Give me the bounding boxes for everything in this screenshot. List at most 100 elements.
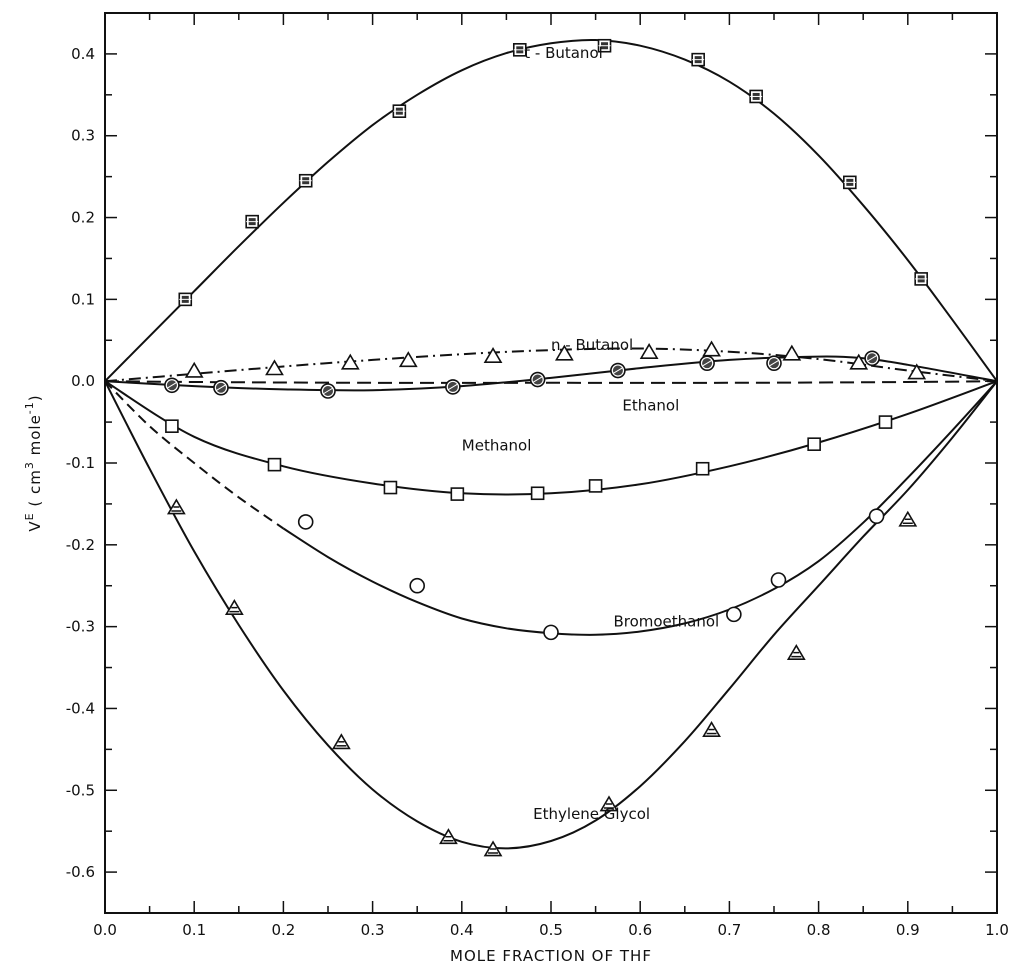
series-label-methanol: Methanol — [462, 437, 532, 455]
point-methanol — [450, 487, 465, 501]
point-ethanol — [864, 350, 880, 367]
point-methanol — [165, 419, 179, 433]
y-tick-label: 0.4 — [71, 45, 95, 63]
plot-frame — [104, 12, 998, 914]
y-tick-label: -0.1 — [66, 454, 95, 472]
point-n-butanol — [554, 344, 574, 361]
series-markers — [164, 38, 928, 857]
curve-ethanol-dashed — [104, 380, 998, 384]
point-ethylene-glycol — [786, 644, 806, 661]
x-tick-labels: 0.0 0.1 0.2 0.3 0.4 0.5 0.6 0.7 0.8 0.9 1.0 — [93, 921, 1009, 939]
x-tick-label: 0.6 — [628, 921, 652, 939]
point-n-butanol — [398, 351, 418, 368]
curve-t-butanol — [104, 38, 998, 382]
point-ethanol — [610, 362, 626, 379]
series-labels: t - Butanol n - Butanol Ethanol Methanol Bro… — [462, 44, 719, 823]
point-t-butanol — [691, 52, 705, 67]
point-t-butanol — [914, 272, 928, 286]
point-ethylene-glycol — [331, 733, 351, 750]
series-label-n-butanol: n - Butanol — [551, 336, 633, 354]
point-t-butanol — [392, 104, 407, 118]
y-tick-label: 0.3 — [71, 127, 95, 145]
point-n-butanol — [483, 347, 503, 364]
point-ethylene-glycol — [224, 599, 244, 616]
curve-methanol — [104, 380, 998, 496]
point-bromoethanol — [770, 572, 787, 588]
point-ethylene-glycol — [898, 510, 918, 527]
point-t-butanol — [597, 38, 612, 53]
point-bromoethanol — [409, 577, 426, 594]
point-t-butanol — [245, 214, 259, 229]
point-ethanol — [164, 377, 180, 394]
point-ethylene-glycol — [483, 840, 503, 857]
point-n-butanol — [184, 361, 204, 378]
point-n-butanol — [849, 353, 869, 370]
x-tick-label: 0.0 — [93, 921, 117, 939]
point-t-butanol — [749, 89, 763, 104]
point-ethanol — [213, 379, 229, 396]
y-tick-label: -0.2 — [66, 536, 95, 554]
point-methanol — [878, 415, 893, 429]
point-ethanol — [529, 371, 546, 388]
point-ethanol — [320, 383, 336, 399]
x-tick-label: 1.0 — [985, 921, 1009, 939]
point-methanol — [267, 457, 282, 472]
x-tick-label: 0.4 — [450, 921, 474, 939]
x-tick-label: 0.8 — [807, 921, 831, 939]
y-tick-label: -0.6 — [66, 863, 95, 881]
x-tick-label: 0.2 — [271, 921, 295, 939]
x-tick-label: 0.3 — [361, 921, 385, 939]
point-n-butanol — [702, 340, 721, 357]
series-curves — [104, 38, 998, 850]
point-ethylene-glycol — [166, 498, 186, 515]
point-methanol — [695, 461, 710, 476]
point-ethanol — [766, 355, 782, 371]
y-tick-label: 0.2 — [71, 209, 95, 227]
point-t-butanol — [178, 292, 193, 307]
y-tick-label: -0.3 — [66, 618, 95, 636]
x-axis-title: MOLE FRACTION OF THF — [450, 947, 652, 965]
y-tick-labels: 0.4 0.3 0.2 0.1 0.0 -0.1 -0.2 -0.3 -0.4 -0.5 -0.6 — [66, 45, 95, 881]
point-n-butanol — [907, 363, 927, 380]
point-bromoethanol — [543, 624, 559, 641]
point-ethylene-glycol — [599, 795, 619, 812]
point-n-butanol — [639, 342, 659, 359]
point-t-butanol — [298, 173, 313, 188]
point-n-butanol — [782, 344, 802, 361]
y-tick-label: 0.0 — [71, 372, 95, 390]
series-label-t-butanol: t - Butanol — [524, 44, 603, 62]
curve-ethanol — [104, 355, 998, 392]
point-methanol — [807, 437, 821, 451]
point-bromoethanol — [726, 606, 742, 623]
point-n-butanol — [265, 359, 284, 376]
point-methanol — [530, 486, 545, 501]
point-ethylene-glycol — [439, 828, 458, 845]
x-tick-label: 0.9 — [896, 921, 920, 939]
point-ethanol — [699, 355, 715, 371]
point-bromoethanol — [868, 508, 885, 524]
point-bromoethanol — [297, 514, 314, 530]
x-tick-label: 0.5 — [539, 921, 563, 939]
curve-bromoethanol-dashed — [104, 380, 284, 530]
point-ethanol — [445, 379, 461, 395]
series-label-ethanol: Ethanol — [622, 397, 679, 415]
point-n-butanol — [340, 353, 360, 370]
point-methanol — [383, 480, 398, 495]
tick-marks — [104, 12, 998, 914]
curve-bromoethanol — [282, 380, 998, 636]
curve-n-butanol — [104, 347, 998, 383]
series-label-bromoethanol: Bromoethanol — [613, 613, 719, 631]
y-axis-title: VE ( cm3 mole-1) — [23, 394, 44, 531]
y-tick-label: -0.5 — [66, 781, 95, 799]
x-tick-label: 0.7 — [717, 921, 741, 939]
point-methanol — [588, 479, 603, 493]
curve-ethylene-glycol — [104, 380, 998, 850]
y-tick-label: 0.1 — [71, 290, 95, 308]
point-t-butanol — [843, 175, 857, 190]
point-ethylene-glycol — [702, 720, 721, 737]
y-tick-label: -0.4 — [66, 699, 95, 717]
point-t-butanol — [512, 43, 527, 57]
x-tick-label: 0.1 — [182, 921, 206, 939]
series-label-ethylene-glycol: Ethylene Glycol — [533, 805, 650, 823]
